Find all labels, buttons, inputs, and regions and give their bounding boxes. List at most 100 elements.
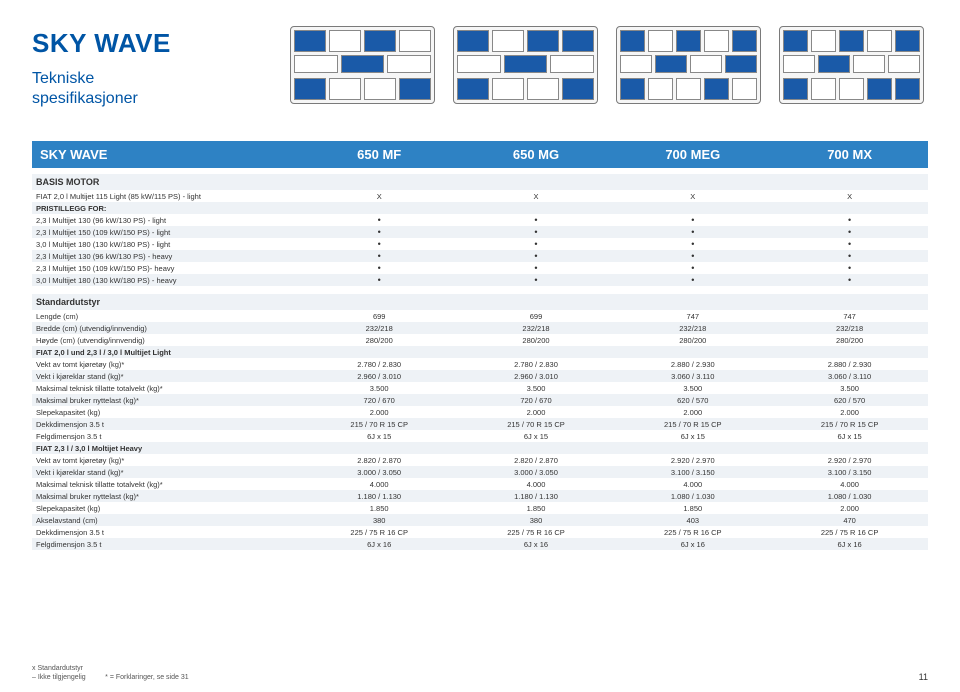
spec-cell: 215 / 70 R 15 CP <box>458 418 615 430</box>
spec-cell: 470 <box>771 514 928 526</box>
spec-cell: • <box>614 262 771 274</box>
spec-cell: 280/200 <box>458 334 615 346</box>
spec-row-label: Bredde (cm) (utvendig/innvendig) <box>32 322 301 334</box>
spec-row-label: Slepekapasitet (kg) <box>32 502 301 514</box>
spec-cell: • <box>458 274 615 286</box>
spec-cell: 2.000 <box>458 406 615 418</box>
legend-na: – Ikke tilgjengelig <box>32 674 86 681</box>
spec-row-label: Vekt av tomt kjøretøy (kg)* <box>32 454 301 466</box>
spec-cell: 1.180 / 1.130 <box>458 490 615 502</box>
spec-cell: 6J x 16 <box>301 538 458 550</box>
motor-section: BASIS MOTOR FIAT 2,0 l Multijet 115 Ligh… <box>32 174 928 286</box>
floorplan-650mg <box>453 26 598 104</box>
spec-cell: X <box>301 190 458 202</box>
floorplan-700meg <box>616 26 761 104</box>
spec-cell: X <box>458 190 615 202</box>
spec-cell: 699 <box>301 310 458 322</box>
spec-cell: 2.920 / 2.970 <box>771 454 928 466</box>
legend-ref: * = Forklaringer, se side 31 <box>105 674 188 681</box>
spec-cell: 1.180 / 1.130 <box>301 490 458 502</box>
spec-cell: 3.500 <box>458 382 615 394</box>
spec-cell: • <box>614 250 771 262</box>
spec-cell: 1.850 <box>458 502 615 514</box>
spec-cell: 3.500 <box>301 382 458 394</box>
spec-row-label: Slepekapasitet (kg) <box>32 406 301 418</box>
spec-cell: 747 <box>771 310 928 322</box>
spec-cell: 6J x 16 <box>771 538 928 550</box>
spec-cell: 2.880 / 2.930 <box>771 358 928 370</box>
spec-cell: 225 / 75 R 16 CP <box>458 526 615 538</box>
spec-cell: X <box>614 190 771 202</box>
spec-row-label: Maksimal teknisk tillatte totalvekt (kg)… <box>32 382 301 394</box>
spec-cell <box>771 202 928 214</box>
spec-cell: 4.000 <box>614 478 771 490</box>
motor-section-title: BASIS MOTOR <box>32 174 928 190</box>
std-section: Standardutstyr Lengde (cm)699699747747Br… <box>32 294 928 550</box>
spec-cell: 2.960 / 3.010 <box>301 370 458 382</box>
spec-cell: 3.000 / 3.050 <box>301 466 458 478</box>
spec-cell <box>301 346 458 358</box>
spec-cell: 280/200 <box>771 334 928 346</box>
spec-cell: • <box>771 250 928 262</box>
spec-row-label: Vekt i kjøreklar stand (kg)* <box>32 466 301 478</box>
spec-cell: 2.920 / 2.970 <box>614 454 771 466</box>
spec-cell: 2.780 / 2.830 <box>458 358 615 370</box>
spec-cell <box>458 202 615 214</box>
spec-cell: 6J x 15 <box>771 430 928 442</box>
spec-cell <box>301 442 458 454</box>
spec-cell: 380 <box>458 514 615 526</box>
spec-cell: • <box>771 238 928 250</box>
header-label: SKY WAVE <box>32 141 301 168</box>
spec-row-label: 2,3 l Multijet 150 (109 kW/150 PS)- heav… <box>32 262 301 274</box>
spec-cell: 747 <box>614 310 771 322</box>
spec-cell: 2.780 / 2.830 <box>301 358 458 370</box>
std-section-title: Standardutstyr <box>32 294 928 310</box>
std-table: Lengde (cm)699699747747Bredde (cm) (utve… <box>32 310 928 550</box>
spec-cell: 1.080 / 1.030 <box>614 490 771 502</box>
spec-row-label: Dekkdimensjon 3.5 t <box>32 418 301 430</box>
spec-cell: • <box>614 226 771 238</box>
spec-row-label: Vekt av tomt kjøretøy (kg)* <box>32 358 301 370</box>
spec-cell: 4.000 <box>458 478 615 490</box>
subtitle-line-2: spesifikasjoner <box>32 90 138 107</box>
spec-cell: 3.060 / 3.110 <box>771 370 928 382</box>
spec-row-label: Høyde (cm) (utvendig/innvendig) <box>32 334 301 346</box>
spec-cell: 2.880 / 2.930 <box>614 358 771 370</box>
spec-cell: • <box>614 238 771 250</box>
spec-row-label: Maksimal bruker nyttelast (kg)* <box>32 394 301 406</box>
spec-cell: • <box>458 250 615 262</box>
spec-row-label: Felgdimensjon 3.5 t <box>32 430 301 442</box>
spec-cell: 2.000 <box>614 406 771 418</box>
floorplan-650mf <box>290 26 435 104</box>
spec-cell: 232/218 <box>301 322 458 334</box>
spec-cell: • <box>458 238 615 250</box>
spec-cell: • <box>771 214 928 226</box>
spec-row-label: 2,3 l Multijet 150 (109 kW/150 PS) - lig… <box>32 226 301 238</box>
spec-cell <box>771 442 928 454</box>
spec-cell: 6J x 15 <box>458 430 615 442</box>
spec-cell: 2.000 <box>301 406 458 418</box>
spec-cell: • <box>458 262 615 274</box>
spec-cell: 6J x 15 <box>301 430 458 442</box>
spec-cell: 6J x 15 <box>614 430 771 442</box>
spec-cell: 2.000 <box>771 406 928 418</box>
spec-cell: 215 / 70 R 15 CP <box>614 418 771 430</box>
spec-cell: • <box>301 226 458 238</box>
spec-cell <box>458 442 615 454</box>
spec-row-label: Felgdimensjon 3.5 t <box>32 538 301 550</box>
spec-cell: 2.820 / 2.870 <box>301 454 458 466</box>
spec-cell: 3.000 / 3.050 <box>458 466 615 478</box>
spec-cell: 2.820 / 2.870 <box>458 454 615 466</box>
spec-row-label: 3,0 l Multijet 180 (130 kW/180 PS) - hea… <box>32 274 301 286</box>
header-col-1: 650 MG <box>458 141 615 168</box>
spec-cell: 380 <box>301 514 458 526</box>
spec-cell: 4.000 <box>301 478 458 490</box>
spec-row-label: Vekt i kjøreklar stand (kg)* <box>32 370 301 382</box>
spec-cell: X <box>771 190 928 202</box>
spec-row-label: 2,3 l Multijet 130 (96 kW/130 PS) - ligh… <box>32 214 301 226</box>
spec-row-label: 2,3 l Multijet 130 (96 kW/130 PS) - heav… <box>32 250 301 262</box>
spec-cell: • <box>458 214 615 226</box>
spec-cell: 3.500 <box>771 382 928 394</box>
spec-cell: 215 / 70 R 15 CP <box>301 418 458 430</box>
spec-cell: 232/218 <box>771 322 928 334</box>
